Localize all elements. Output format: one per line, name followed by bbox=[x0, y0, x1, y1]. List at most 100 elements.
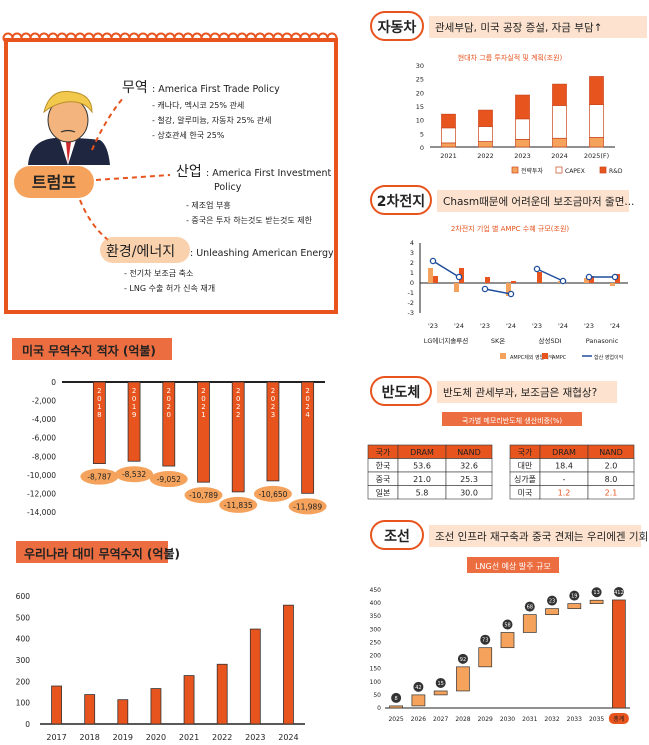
table-header-text: 국가 bbox=[518, 448, 533, 457]
table-header-text: NAND bbox=[457, 448, 481, 457]
headline-highlight bbox=[429, 525, 641, 547]
bar bbox=[127, 381, 141, 462]
legend-swatch bbox=[500, 353, 506, 359]
value-badge bbox=[502, 619, 513, 630]
table-header-text: DRAM bbox=[552, 448, 576, 457]
table-cell-text: 한국 bbox=[376, 462, 391, 471]
value-badge bbox=[435, 677, 446, 688]
policy-bullet: - 철강, 알루미늄, 자동차 25% 관세 bbox=[152, 115, 271, 125]
y-tick-label: -6,000 bbox=[32, 434, 56, 443]
chart-title: 2차전지 기업 별 AMPC 수혜 규모(조원) bbox=[451, 224, 570, 233]
waterfall-bar bbox=[612, 599, 626, 709]
x-tick-label: 2030 bbox=[500, 716, 515, 723]
company-label: SK온 bbox=[491, 337, 505, 345]
x-tick-label: 2032 bbox=[544, 716, 559, 723]
y-tick-label: 4 bbox=[410, 239, 414, 247]
data-label: -8,787 bbox=[87, 473, 111, 482]
headline-highlight bbox=[429, 16, 647, 38]
company-label: Panasonic bbox=[586, 337, 619, 345]
title-highlight bbox=[467, 557, 559, 573]
waterfall-bar bbox=[389, 705, 403, 709]
y-tick-label: 30 bbox=[416, 62, 424, 70]
y-tick-label: 350 bbox=[370, 613, 382, 620]
line-point bbox=[585, 273, 593, 281]
memory-share-tables: 반도체 반도체 관세부과, 보조금은 재협상? 국가별 메모리반도체 생산비중(%)… bbox=[367, 376, 635, 500]
value-badge bbox=[569, 590, 580, 601]
y-tick-label: 15 bbox=[416, 103, 424, 111]
bar bbox=[92, 381, 106, 464]
value-bubble bbox=[149, 471, 188, 488]
bar bbox=[51, 685, 62, 725]
data-label: 58 bbox=[504, 622, 510, 628]
table-cell-text: 21.0 bbox=[413, 475, 431, 484]
x-tick-label: '23 bbox=[480, 322, 490, 330]
x-tick-label: 2028 bbox=[455, 716, 470, 723]
bar bbox=[584, 278, 589, 283]
x-tick-label: 2021 bbox=[179, 733, 199, 742]
y-tick-label: 25 bbox=[416, 76, 424, 84]
waterfall-bar bbox=[478, 647, 493, 668]
value-badge bbox=[413, 681, 424, 692]
connector-trade bbox=[91, 97, 124, 151]
x-tick-label: '23 bbox=[532, 322, 542, 330]
chart-title: LNG선 예상 발주 규모 bbox=[475, 561, 551, 571]
data-label: 15 bbox=[437, 681, 443, 687]
bar-category-label: 0 bbox=[236, 395, 240, 403]
policy-bullet: - 중국은 투자 하는것도 받는것도 제한 bbox=[186, 215, 313, 225]
bar bbox=[231, 381, 245, 493]
bar-category-label: 1 bbox=[132, 403, 136, 411]
line-point bbox=[481, 285, 489, 293]
x-tick-label: 2023 bbox=[245, 733, 265, 742]
bar bbox=[301, 381, 315, 494]
x-tick-label: 2035 bbox=[589, 716, 604, 723]
bar-category-label: 2 bbox=[132, 387, 136, 395]
stacked-bar-segment bbox=[441, 142, 456, 148]
y-tick-label: -8,000 bbox=[32, 452, 56, 461]
value-bubble bbox=[80, 468, 119, 485]
line-point bbox=[611, 273, 619, 281]
series-line bbox=[484, 288, 512, 295]
x-tick-label: 2022 bbox=[477, 152, 494, 160]
section-headline: 반도체 관세부과, 보조금은 재협상? bbox=[443, 386, 597, 399]
bar bbox=[117, 699, 129, 725]
section-badge bbox=[370, 520, 424, 550]
policy-panel: 트럼프 무역: America First Trade Policy - 캐나다, … bbox=[2, 32, 338, 314]
waterfall-bar bbox=[500, 632, 515, 649]
x-tick-label: 2033 bbox=[567, 716, 582, 723]
total-badge bbox=[608, 713, 629, 724]
bar-category-label: 0 bbox=[271, 395, 275, 403]
y-tick-label: 400 bbox=[370, 600, 382, 607]
x-tick-label: 2022 bbox=[212, 733, 232, 742]
y-tick-label: 500 bbox=[16, 613, 31, 622]
section-badge bbox=[370, 376, 432, 406]
title-highlight bbox=[442, 412, 582, 426]
table-cell-text: 2.0 bbox=[605, 462, 618, 471]
table-cell-text: 18.4 bbox=[555, 462, 573, 471]
y-tick-label: 0 bbox=[410, 279, 414, 287]
table-cell-text: 일본 bbox=[376, 489, 391, 498]
table-cell bbox=[587, 485, 635, 500]
bar-category-label: 8 bbox=[97, 411, 101, 419]
bar-category-label: 2 bbox=[271, 403, 275, 411]
table-cell-text: 25.3 bbox=[460, 475, 478, 484]
x-tick-label: 2018 bbox=[80, 733, 100, 742]
bar-category-label: 1 bbox=[201, 411, 205, 419]
bar-category-label: 2 bbox=[167, 403, 171, 411]
person-label: 트럼프 bbox=[32, 173, 76, 192]
y-tick-label: -1 bbox=[408, 289, 414, 297]
table-cell-text: 53.6 bbox=[413, 462, 431, 471]
policy-heading-trade: 무역 bbox=[122, 80, 148, 96]
y-tick-label: 0 bbox=[377, 705, 381, 712]
bar bbox=[183, 675, 195, 725]
chart-title: 현대차 그룹 투자실적 및 계획(조원) bbox=[458, 53, 563, 62]
x-tick-label: 2024 bbox=[278, 733, 298, 742]
name-tag bbox=[14, 166, 94, 198]
y-tick-label: 1 bbox=[410, 269, 414, 277]
bar-category-label: 2 bbox=[97, 387, 101, 395]
bar bbox=[197, 381, 210, 483]
value-bubble bbox=[253, 485, 292, 502]
data-label: -11,989 bbox=[293, 502, 322, 511]
value-badge bbox=[457, 653, 468, 664]
x-tick-label: 2021 bbox=[440, 152, 457, 160]
battery-ampc-chart: 2차전지 Chasm때문에 어려운데 보조금마저 줄면... 2차전지 기업 별 A… bbox=[370, 185, 634, 361]
